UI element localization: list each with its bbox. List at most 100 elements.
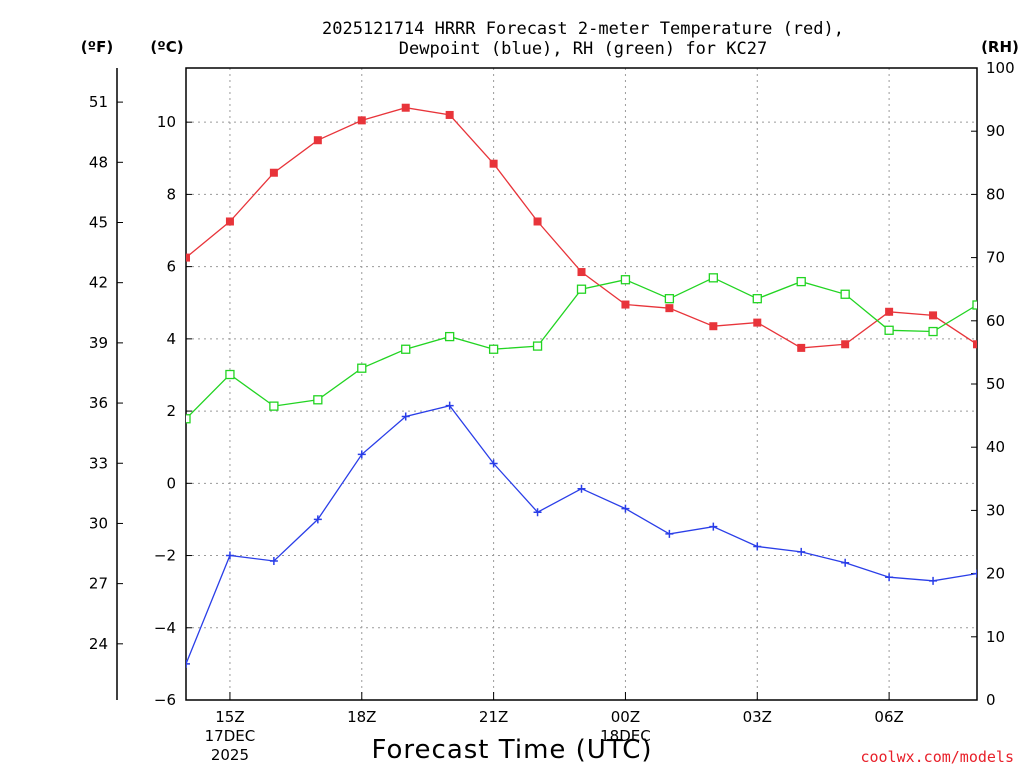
x-tick-label: 06Z	[874, 708, 903, 726]
fahrenheit-tick-label: 51	[89, 93, 108, 111]
dewpoint-point	[357, 450, 366, 459]
rh-line	[186, 277, 977, 420]
rh-point	[488, 344, 499, 354]
fahrenheit-tick-label: 42	[89, 274, 108, 292]
rh-point	[225, 369, 235, 380]
rh-tick-label: 10	[986, 628, 1005, 646]
dewpoint-point	[621, 504, 630, 513]
title-line-2: Dewpoint (blue), RH (green) for KC27	[399, 39, 767, 59]
x-tick-year: 2025	[211, 746, 249, 764]
rh-tick-label: 90	[986, 122, 1005, 140]
dewpoint-point	[533, 508, 542, 517]
fahrenheit-tick-label: 48	[89, 153, 108, 171]
rh-tick-label: 70	[986, 249, 1005, 267]
rh-point	[401, 344, 411, 354]
title-line-1: 2025121714 HRRR Forecast 2-meter Tempera…	[322, 19, 844, 39]
rh-point	[708, 273, 718, 283]
rh-point	[313, 395, 323, 405]
dewpoint-point	[577, 484, 586, 493]
x-tick-date: 17DEC	[205, 727, 256, 745]
temperature-point	[401, 103, 410, 112]
rh-tick-label: 60	[986, 312, 1005, 330]
celsius-tick-label: 0	[166, 474, 176, 492]
celsius-tick-label: 6	[166, 258, 176, 276]
rh-tick-label: 50	[986, 375, 1005, 393]
x-tick-label: 21Z	[479, 708, 508, 726]
rh-point	[928, 326, 938, 337]
rh-point	[796, 276, 806, 287]
temperature-point	[665, 304, 674, 313]
temperature-point	[621, 300, 630, 309]
temperature-point	[533, 217, 542, 226]
fahrenheit-tick-label: 30	[89, 514, 108, 532]
dewpoint-point	[313, 515, 322, 524]
dewpoint-point	[709, 522, 718, 531]
rh-tick-label: 30	[986, 501, 1005, 519]
x-axis-label: Forecast Time (UTC)	[371, 735, 652, 765]
celsius-unit-label: (ºC)	[150, 38, 183, 56]
rh-point	[972, 300, 977, 310]
fahrenheit-tick-label: 24	[89, 635, 108, 653]
x-tick-label: 00Z	[611, 708, 640, 726]
rh-point	[445, 331, 455, 342]
temperature-point	[269, 168, 278, 177]
rh-unit-label: (RH)	[981, 38, 1019, 56]
temperature-point	[753, 318, 762, 327]
rh-point	[576, 284, 587, 294]
rh-point	[357, 363, 367, 373]
x-tick-label: 18Z	[347, 708, 376, 726]
rh-point	[186, 414, 191, 424]
credit-text: coolwx.com/models	[860, 748, 1014, 766]
dewpoint-point	[753, 542, 762, 551]
temperature-point	[489, 159, 498, 168]
rh-tick-label: 40	[986, 438, 1005, 456]
rh-point	[752, 294, 762, 304]
fahrenheit-tick-label: 39	[89, 334, 108, 352]
rh-tick-label: 80	[986, 185, 1005, 203]
temperature-point	[357, 116, 366, 125]
temperature-point	[709, 322, 718, 331]
temperature-point	[445, 110, 454, 119]
rh-point	[532, 341, 543, 351]
rh-point	[884, 325, 894, 335]
celsius-tick-label: 8	[166, 185, 176, 203]
dewpoint-point	[665, 529, 674, 538]
celsius-tick-label: 10	[157, 113, 176, 131]
rh-tick-label: 0	[986, 691, 996, 709]
chart-title: 2025121714 HRRR Forecast 2-meter Tempera…	[322, 19, 844, 59]
dewpoint-point	[797, 547, 806, 556]
celsius-tick-label: −6	[154, 691, 176, 709]
temperature-point	[577, 268, 586, 277]
dewpoint-point	[269, 556, 278, 565]
rh-tick-label: 100	[986, 59, 1015, 77]
dewpoint-point	[841, 558, 850, 567]
temperature-line	[186, 107, 977, 349]
rh-point	[840, 289, 850, 299]
temperature-point	[186, 253, 190, 262]
gridlines	[186, 68, 977, 700]
temperature-point	[841, 340, 850, 349]
dewpoint-point	[929, 576, 938, 585]
fahrenheit-tick-label: 36	[89, 394, 108, 412]
fahrenheit-unit-label: (ºF)	[81, 38, 113, 56]
axes: 24273033363942454851−6−4−202468100102030…	[89, 59, 1015, 764]
dewpoint-point	[445, 401, 454, 410]
dewpoint-point	[225, 551, 234, 560]
dewpoint-line	[186, 404, 977, 665]
celsius-tick-label: −4	[154, 619, 176, 637]
rh-point	[620, 275, 631, 285]
fahrenheit-tick-label: 45	[89, 213, 108, 231]
dewpoint-point	[885, 573, 894, 582]
dewpoint-point	[489, 459, 498, 468]
dewpoint-point	[401, 412, 410, 421]
fahrenheit-tick-label: 33	[89, 454, 108, 472]
dewpoint-point	[973, 569, 977, 578]
x-tick-label: 03Z	[743, 708, 772, 726]
x-tick-date: 18DEC	[600, 727, 651, 745]
plot-frame	[185, 67, 978, 701]
temperature-point	[313, 136, 322, 145]
x-tick-label: 15Z	[215, 708, 244, 726]
temperature-point	[225, 217, 234, 226]
celsius-tick-label: −2	[154, 547, 176, 565]
